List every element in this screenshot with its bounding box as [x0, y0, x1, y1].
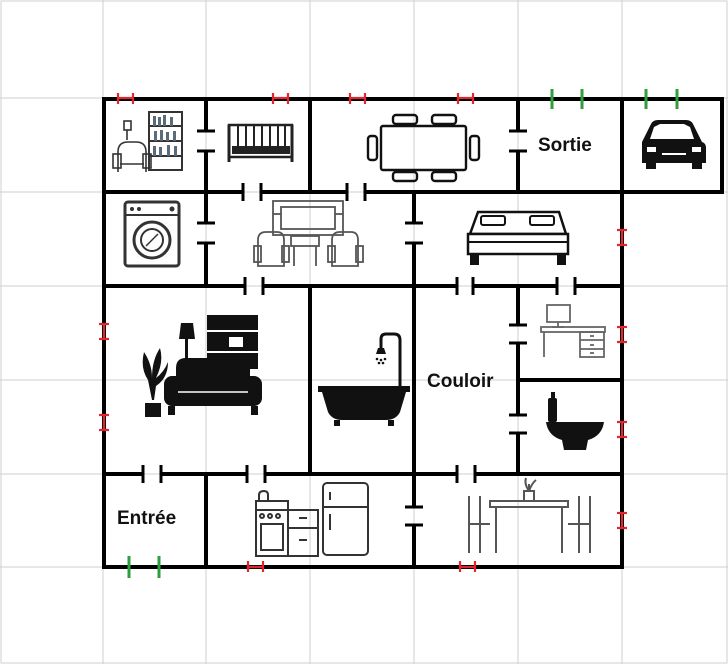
- window: [617, 228, 627, 247]
- window: [246, 561, 265, 572]
- exit-doors: [127, 89, 679, 578]
- exit-door-sortie: [550, 89, 584, 109]
- meeting-table-icon: [366, 113, 481, 183]
- window: [116, 93, 135, 104]
- window: [99, 322, 109, 341]
- door-jambs: [141, 129, 577, 527]
- window: [271, 93, 290, 104]
- armchair-icon: [253, 231, 290, 267]
- exit-door-entree: [127, 556, 161, 578]
- plant-icon: [142, 348, 168, 417]
- label-entree: Entrée: [117, 508, 176, 529]
- bed-icon: [466, 210, 570, 265]
- fridge-icon: [322, 482, 369, 556]
- exit-door-garage: [644, 89, 679, 109]
- window: [617, 325, 627, 344]
- window: [456, 93, 475, 104]
- armchair-icon: [327, 231, 364, 267]
- label-sortie: Sortie: [538, 135, 592, 156]
- windows: [99, 93, 627, 572]
- sofa-icon: [164, 358, 262, 415]
- window: [348, 93, 367, 104]
- toilet-icon: [546, 392, 604, 450]
- armchair-icon: [112, 141, 152, 172]
- shower-icon: [375, 332, 402, 388]
- car-icon: [642, 120, 706, 169]
- dining-table-icon: [468, 477, 591, 553]
- washing-machine-icon: [123, 200, 181, 268]
- bathtub-icon: [318, 386, 410, 426]
- window: [617, 511, 627, 530]
- lamp-icon: [123, 120, 132, 140]
- walls: [102, 97, 724, 569]
- window: [99, 413, 109, 432]
- lamp-icon: [179, 323, 195, 361]
- stove-icon: [255, 489, 319, 557]
- window: [617, 420, 627, 439]
- window: [458, 561, 477, 572]
- bookshelf-icon: [148, 111, 183, 171]
- label-couloir: Couloir: [427, 371, 494, 392]
- desk-icon: [540, 304, 606, 358]
- crib-icon: [227, 123, 294, 162]
- tv-unit-icon: [272, 200, 344, 266]
